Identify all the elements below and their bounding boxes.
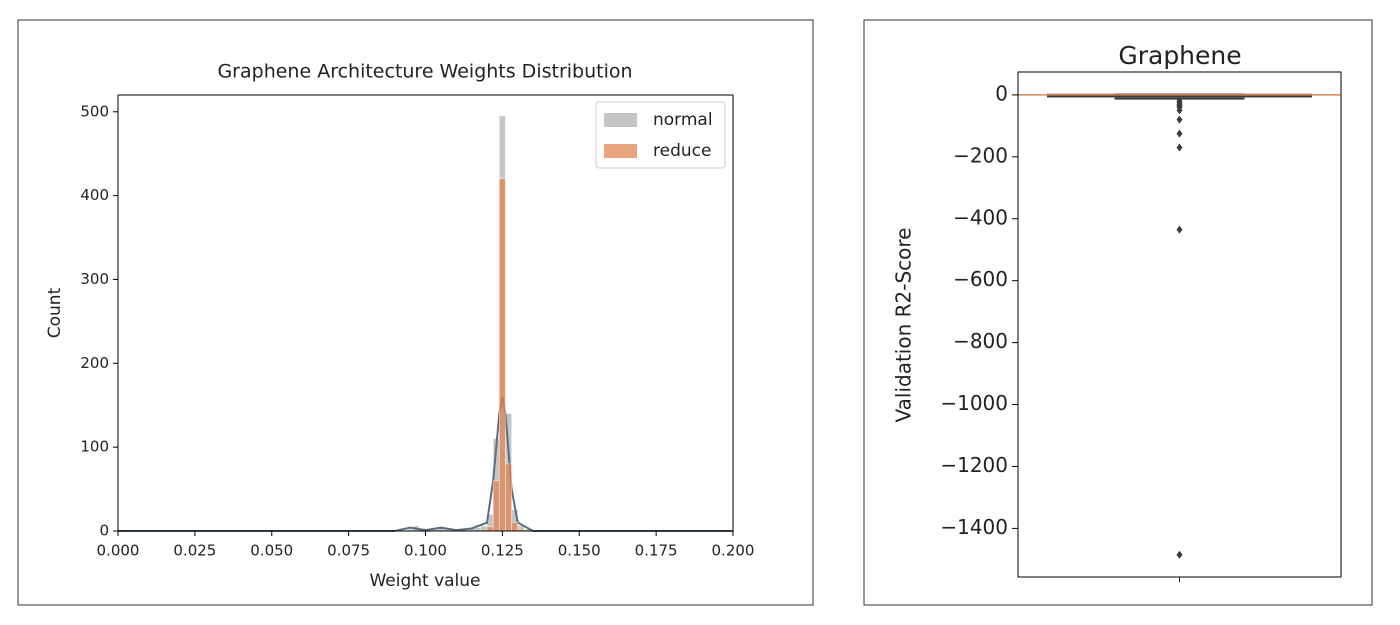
x-tick-label: 0.200 [712,542,755,560]
y-tick-label: 200 [80,354,109,372]
legend-swatch [604,144,637,158]
x-tick-label: 0.000 [97,542,140,560]
histogram-bar [480,525,488,532]
y-tick-label: −1200 [940,453,1008,477]
outlier [1176,550,1183,559]
y-tick-label: 0 [99,522,109,540]
y-tick-label: −1400 [940,515,1008,539]
outlier [1176,106,1183,115]
x-tick-label: 0.100 [404,542,447,560]
outlier [1176,225,1183,234]
histogram-bar [474,527,482,532]
x-tick-label: 0.125 [481,542,524,560]
y-tick-label: −800 [953,329,1008,353]
y-axis-label: Count [45,287,65,338]
outlier [1176,143,1183,152]
outlier [1176,129,1183,138]
x-tick-label: 0.025 [173,542,216,560]
y-tick-label: 0 [995,81,1008,105]
histogram-bar [492,480,500,532]
kde-line [118,396,733,532]
x-tick-label: 0.175 [635,542,678,560]
x-tick-label: 0.050 [250,542,293,560]
y-tick-label: 300 [80,270,109,288]
chart-title: Graphene Architecture Weights Distributi… [217,61,632,83]
y-axis-label: Validation R2-Score [892,228,916,423]
y-tick-label: 500 [80,102,109,120]
legend-label: reduce [653,141,711,161]
histogram-bar [511,522,518,532]
x-tick-label: 0.150 [558,542,601,560]
y-tick-label: −1000 [940,391,1008,415]
outlier [1176,115,1183,124]
chart-title: Graphene [1118,41,1241,70]
y-tick-label: −200 [953,143,1008,167]
histogram-bar [486,526,494,532]
x-tick-label: 0.075 [327,542,370,560]
y-tick-label: 100 [80,438,109,456]
x-axis-label: Weight value [369,571,480,591]
panel-frame [863,19,1373,606]
panel-frame [17,19,814,606]
legend-label: normal [653,110,713,130]
y-tick-label: −600 [953,267,1008,291]
legend-swatch [604,113,637,127]
y-tick-label: 400 [80,186,109,204]
histogram-bar [505,463,512,532]
histogram-bar [499,178,506,532]
y-tick-label: −400 [953,205,1008,229]
